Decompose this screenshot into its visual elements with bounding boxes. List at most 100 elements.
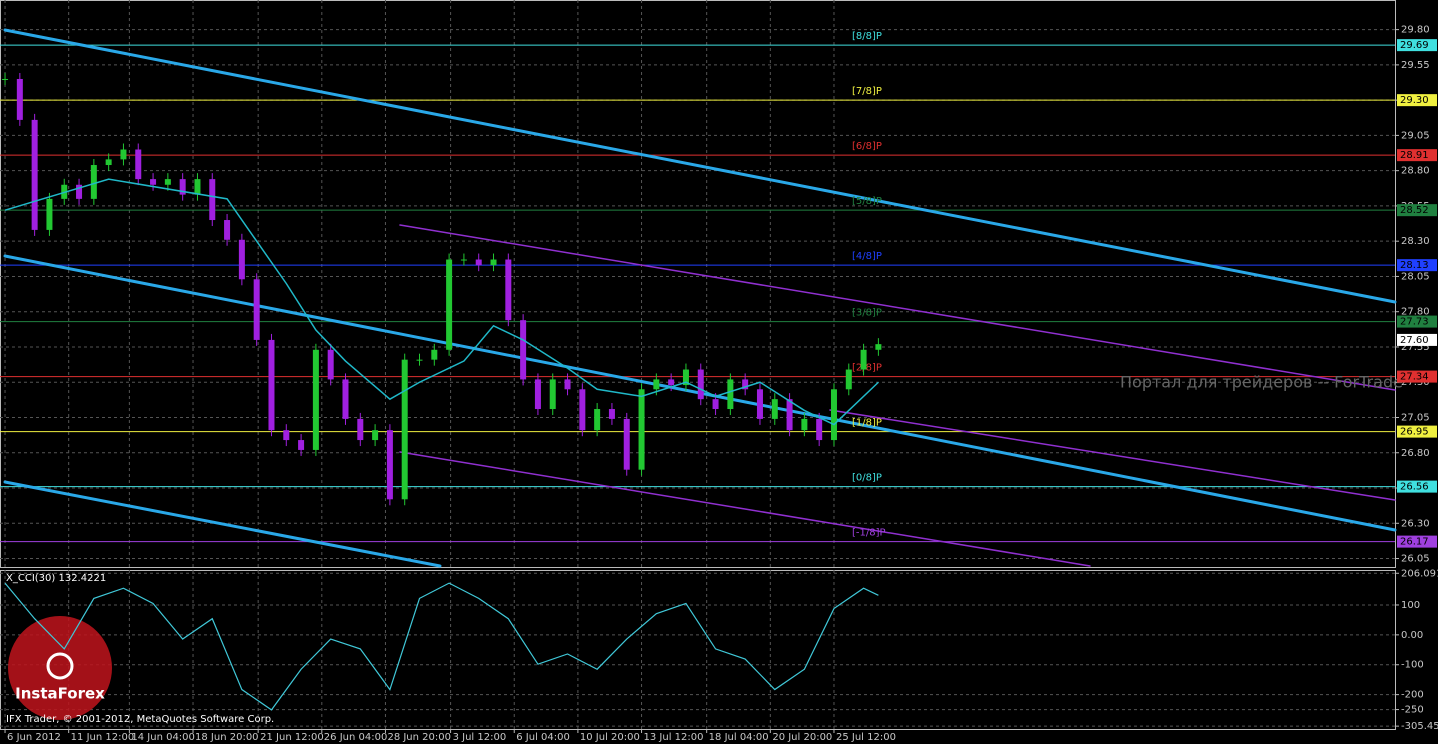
candle-body [431,349,438,360]
candle-body [31,119,38,230]
x-tick-label: 6 Jul 04:00 [516,732,570,743]
x-tick-label: 20 Jul 20:00 [772,732,832,743]
y-tick-label: 29.80 [1401,25,1430,36]
candle-body [416,359,423,361]
x-tick-label: 18 Jul 04:00 [709,732,769,743]
y-tick-label: 26.05 [1401,554,1430,565]
candle-body [697,369,704,400]
level-tag [1397,315,1437,328]
channel-line [399,451,1091,567]
level-tag-label: 26.95 [1400,427,1429,438]
candle-body [312,349,319,450]
level-label: [1/8]P [852,418,882,429]
indicator-label: X_CCI(30) 132.4221 [6,573,106,584]
level-tag-label: 28.52 [1400,205,1429,216]
level-tag-label: 28.91 [1400,150,1429,161]
main-frame [0,0,1396,568]
y-tick-label: -100 [1401,660,1424,671]
y-tick-label: 27.30 [1401,377,1430,388]
y-tick-label: 28.05 [1401,271,1430,282]
y-tick-label: 26.80 [1401,448,1430,459]
candle-body [372,430,379,441]
logo-badge [8,616,112,720]
y-tick-label: 27.80 [1401,307,1430,318]
candle-body [90,165,97,199]
candle-body [105,159,112,166]
level-label: [8/8]P [852,31,882,42]
level-tag [1397,370,1437,383]
candle-body [475,259,482,266]
cci-frame [0,570,1396,730]
level-tag [1397,425,1437,438]
level-tag-label: 27.34 [1400,372,1429,383]
candle-body [875,344,882,350]
level-tag [1397,149,1437,162]
candle-body [594,409,601,431]
channel-line [399,224,1396,391]
level-tag [1397,259,1437,272]
candle-body [830,389,837,441]
logo-text: InstaForex [15,685,105,703]
channel-line [3,480,442,568]
level-label: [5/8]P [852,196,882,207]
channel-line [829,409,1396,501]
x-tick-label: 10 Jul 20:00 [580,732,640,743]
candle-body [238,239,245,280]
y-tick-label: 27.05 [1401,412,1430,423]
y-tick-label: -305.451 [1401,721,1438,732]
candle-body [845,369,852,390]
level-tag [1397,94,1437,107]
candle-body [268,339,275,431]
cci-line [4,582,879,711]
candle-body [342,379,349,419]
level-label: [7/8]P [852,86,882,97]
candle-body [2,78,9,80]
y-tick-label: 29.55 [1401,60,1430,71]
x-tick-label: 21 Jun 12:00 [260,732,324,743]
candle-body [771,399,778,419]
candle-body [682,369,689,386]
candle-body [549,379,556,410]
x-tick-label: 26 Jun 04:00 [324,732,388,743]
candle-body [505,259,512,321]
level-tag [1397,39,1437,52]
x-tick-label: 28 Jun 20:00 [387,732,451,743]
x-tick-label: 11 Jun 12:00 [71,732,135,743]
level-tag-label: 26.56 [1400,482,1429,493]
candle-body [756,389,763,419]
candle-body [460,259,467,261]
candle-body [253,279,260,340]
moving-average [4,178,879,426]
candle-body [401,359,408,500]
level-tag [1397,535,1437,548]
candle-body [135,149,142,180]
candle-body [298,440,305,450]
level-label: [-1/8]P [852,528,886,539]
candle-body [194,179,201,195]
candle-body [579,389,586,431]
x-tick-label: 13 Jul 12:00 [644,732,704,743]
y-tick-label: 206.091 [1401,568,1438,579]
x-tick-label: 6 Jun 2012 [7,732,61,743]
candle-body [801,418,808,431]
level-tag-label: 29.30 [1400,95,1429,106]
level-label: [3/8]P [852,308,882,319]
level-label: [4/8]P [852,251,882,262]
y-tick-label: -200 [1401,690,1424,701]
y-tick-label: 100 [1401,600,1420,611]
candle-body [860,349,867,370]
y-tick-label: 28.30 [1401,236,1430,247]
candle-body [608,409,615,419]
candle-body [150,179,157,185]
candle-body [786,399,793,431]
last-price-label: 27.60 [1400,335,1429,346]
candle-body [46,198,53,230]
candle-body [638,389,645,470]
candle-body [209,179,216,221]
level-label: [0/8]P [852,473,882,484]
candle-body [668,379,675,386]
copyright: IFX Trader, © 2001-2012, MetaQuotes Soft… [6,714,274,725]
